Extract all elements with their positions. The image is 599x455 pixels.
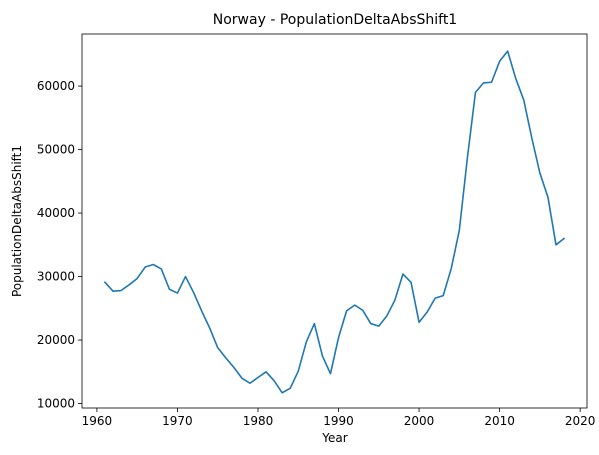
- y-tick-label: 10000: [37, 397, 75, 411]
- x-tick-label: 1980: [243, 414, 274, 428]
- chart-title: Norway - PopulationDeltaAbsShift1: [213, 12, 457, 28]
- x-tick-label: 2020: [565, 414, 596, 428]
- y-tick-label: 60000: [37, 79, 75, 93]
- y-tick-label: 20000: [37, 333, 75, 347]
- x-tick-label: 2000: [404, 414, 435, 428]
- y-axis-label: PopulationDeltaAbsShift1: [10, 145, 24, 297]
- x-tick-label: 2010: [484, 414, 515, 428]
- series-line-0: [103, 50, 566, 394]
- x-tick-label: 1960: [82, 414, 113, 428]
- y-tick-label: 50000: [37, 143, 75, 157]
- plot-area: 1960 1970 1980 1990 2000 2010 2020 10000 20000 30…: [37, 33, 596, 428]
- x-tick-label: 1970: [162, 414, 193, 428]
- x-axis-label: Year: [321, 431, 347, 445]
- plot-frame: [81, 33, 588, 409]
- x-tick-label: 1990: [323, 414, 354, 428]
- y-tick-label: 40000: [37, 206, 75, 220]
- y-tick-label: 30000: [37, 270, 75, 284]
